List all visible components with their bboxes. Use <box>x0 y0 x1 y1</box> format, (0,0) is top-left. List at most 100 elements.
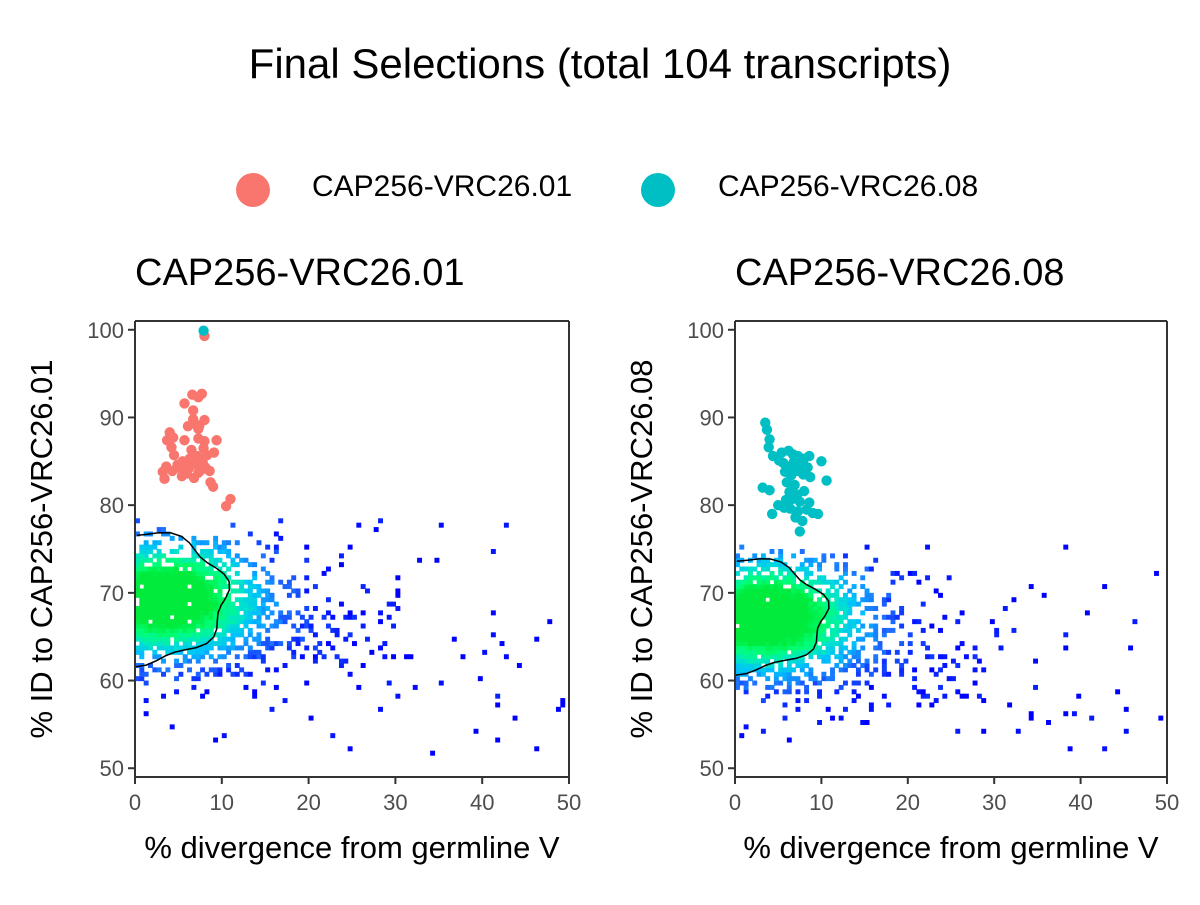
density-cell <box>412 684 418 690</box>
density-cell <box>739 610 745 616</box>
density-cell <box>851 641 857 647</box>
density-cell <box>195 553 201 559</box>
density-cell <box>278 641 284 647</box>
density-cell <box>843 680 848 686</box>
density-cell <box>838 658 844 664</box>
data-point <box>794 526 805 537</box>
density-cell <box>743 663 749 668</box>
density-cell <box>864 720 870 725</box>
density-cell <box>838 667 844 673</box>
density-cell <box>139 553 145 559</box>
density-cell <box>200 645 206 651</box>
density-cell <box>838 619 844 625</box>
density-cell <box>378 518 383 524</box>
density-cell <box>739 667 745 673</box>
density-cell <box>830 579 835 585</box>
density-cell <box>752 575 758 581</box>
density-cell <box>247 579 253 585</box>
density-cell <box>843 579 848 585</box>
density-cell <box>256 610 262 616</box>
density-cell <box>817 614 822 620</box>
density-cell <box>148 557 153 563</box>
density-cell <box>886 702 892 708</box>
density-cell <box>830 649 835 655</box>
density-cell <box>191 562 197 568</box>
density-cell <box>778 627 784 633</box>
density-cell <box>773 619 779 625</box>
density-cell <box>356 684 362 690</box>
density-cell <box>182 623 188 629</box>
density-cell <box>834 663 840 668</box>
density-cell <box>735 588 740 594</box>
density-cell <box>890 627 896 633</box>
density-cell <box>821 610 827 616</box>
density-cell <box>773 584 779 590</box>
density-cell <box>260 623 266 629</box>
y-axis-label: % ID to CAP256-VRC26.01 <box>24 359 59 738</box>
density-cell <box>213 619 219 625</box>
density-cell <box>139 614 145 620</box>
density-cell <box>795 645 801 651</box>
density-cell <box>226 597 232 603</box>
density-cell <box>765 649 771 655</box>
density-cell <box>804 645 810 651</box>
density-cell <box>356 522 362 528</box>
density-cell <box>230 601 236 607</box>
density-cell <box>169 623 175 629</box>
density-cell <box>321 570 327 576</box>
density-cell <box>756 579 762 585</box>
density-cell <box>786 667 792 673</box>
density-cell <box>182 658 188 664</box>
density-cell <box>752 654 758 660</box>
density-cell <box>791 614 797 620</box>
density-cell <box>174 557 179 563</box>
density-cell <box>148 549 153 554</box>
density-cell <box>156 570 162 576</box>
density-cell <box>265 606 271 611</box>
density-cell <box>778 671 784 677</box>
density-cell <box>330 645 336 651</box>
density-cell <box>804 597 810 603</box>
density-cell <box>760 671 766 677</box>
density-cell <box>174 641 179 647</box>
density-cell <box>308 623 314 629</box>
density-cell <box>782 623 788 629</box>
density-cell <box>191 540 197 546</box>
density-cell <box>773 676 779 682</box>
density-cell <box>200 597 206 603</box>
density-cell <box>221 579 227 585</box>
density-cell <box>174 636 179 642</box>
density-cell <box>760 606 766 611</box>
x-tick-label: 0 <box>129 790 141 815</box>
density-cell <box>838 715 844 721</box>
density-cell <box>221 623 227 629</box>
density-cell <box>178 597 184 603</box>
density-cell <box>252 610 258 616</box>
panel-left: CAP256-VRC26.01 0 10 20 30 40 50 50 60 70 80 90 100%… <box>0 0 600 900</box>
density-cell <box>174 658 179 664</box>
density-cell <box>217 557 223 563</box>
density-cell <box>769 575 775 581</box>
density-cell <box>938 667 943 673</box>
density-cell <box>217 623 223 629</box>
density-cell <box>843 623 848 629</box>
density-cell <box>778 601 784 607</box>
density-cell <box>1063 645 1069 651</box>
density-cell <box>778 632 784 638</box>
density-cell <box>769 610 775 616</box>
density-cell <box>1067 746 1073 752</box>
density-cell <box>795 706 801 712</box>
density-cell <box>204 610 210 616</box>
density-cell <box>855 680 861 686</box>
density-cell <box>808 632 814 638</box>
density-cell <box>778 641 784 647</box>
density-cell <box>156 553 162 559</box>
density-cell <box>963 693 969 699</box>
density-cell <box>165 584 171 590</box>
density-cell <box>286 579 292 585</box>
density-cell <box>1084 610 1090 616</box>
density-cell <box>148 627 153 633</box>
density-cell <box>169 592 175 598</box>
density-cell <box>226 663 232 668</box>
density-cell <box>174 575 179 581</box>
